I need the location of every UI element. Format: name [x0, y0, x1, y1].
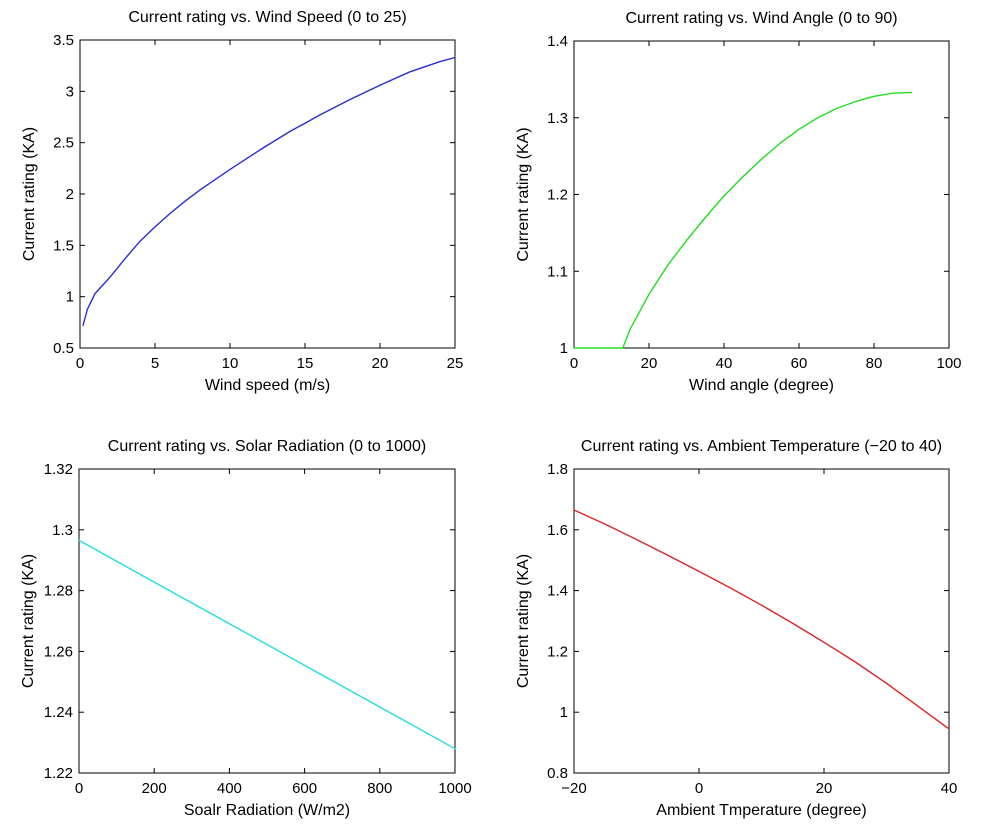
- y-tick-label: 1.28: [44, 583, 73, 600]
- y-axis-label: Current rating (KA): [515, 554, 532, 688]
- chart-title: Current rating vs. Wind Angle (0 to 90): [625, 10, 897, 27]
- y-tick-label: 1: [560, 704, 568, 721]
- x-tick-label: 20: [641, 355, 658, 372]
- x-tick-label: 60: [791, 355, 808, 372]
- y-tick-label: 1.5: [53, 237, 74, 254]
- plot-frame: [573, 40, 950, 349]
- y-tick-label: 3: [66, 83, 74, 100]
- x-tick-label: 800: [367, 780, 392, 797]
- x-tick-label: 1000: [438, 780, 471, 797]
- y-tick-label: 1.8: [547, 461, 568, 478]
- series-line-1: [573, 91, 913, 349]
- y-tick-label: 1.26: [44, 643, 73, 660]
- y-tick-label: 1.32: [44, 461, 73, 478]
- x-tick-label: 5: [151, 355, 159, 372]
- x-axis-label: Soalr Radiation (W/m2): [184, 802, 350, 819]
- y-tick-label: 0.8: [547, 765, 568, 782]
- y-tick-label: 1.4: [547, 33, 568, 50]
- series-line-1: [82, 56, 456, 327]
- y-tick-label: 1: [66, 289, 74, 306]
- y-tick-label: 1.3: [547, 110, 568, 127]
- y-axis-label: Current rating (KA): [20, 554, 37, 688]
- x-tick-label: 0: [695, 780, 703, 797]
- x-tick-label: 15: [297, 355, 314, 372]
- x-tick-label: 200: [142, 780, 167, 797]
- y-tick-label: 1.4: [547, 583, 568, 600]
- x-tick-label: 0: [76, 355, 84, 372]
- x-tick-label: 80: [866, 355, 883, 372]
- chart-panel-3: 0 200 400 600 800 1000 1.22 1.24 1.26 1.28 1.3 1.32…: [20, 438, 472, 819]
- x-tick-label: 100: [936, 355, 961, 372]
- y-tick-label: 1.22: [44, 765, 73, 782]
- chart-title: Current rating vs. Ambient Temperature (…: [581, 438, 942, 455]
- x-tick-label: 400: [217, 780, 242, 797]
- y-axis-label: Current rating (KA): [515, 127, 532, 261]
- y-tick-label: 1.24: [44, 704, 73, 721]
- x-tick-label: 10: [222, 355, 239, 372]
- x-tick-label: −20: [561, 780, 586, 797]
- chart-title: Current rating vs. Solar Radiation (0 to…: [108, 438, 426, 455]
- y-tick-label: 2: [66, 186, 74, 203]
- x-tick-label: 40: [716, 355, 733, 372]
- plot-frame: [79, 39, 456, 349]
- series-line-1: [78, 539, 456, 750]
- series-line-1: [573, 509, 950, 730]
- x-tick-label: 0: [570, 355, 578, 372]
- x-axis-label: Wind speed (m/s): [205, 377, 330, 394]
- x-axis-label: Ambient Tmperature (degree): [656, 802, 866, 819]
- y-axis-label: Current rating (KA): [21, 127, 38, 261]
- x-tick-label: 20: [372, 355, 389, 372]
- x-axis-label: Wind angle (degree): [689, 377, 834, 394]
- x-tick-label: 40: [941, 780, 958, 797]
- x-tick-label: 600: [292, 780, 317, 797]
- y-tick-label: 1.3: [52, 522, 73, 539]
- y-tick-label: 1.2: [547, 187, 568, 204]
- x-tick-label: 0: [75, 780, 83, 797]
- x-tick-label: 25: [447, 355, 464, 372]
- x-tick-label: 20: [816, 780, 833, 797]
- y-tick-label: 1.1: [547, 263, 568, 280]
- y-tick-label: 1.6: [547, 522, 568, 539]
- chart-title: Current rating vs. Wind Speed (0 to 25): [128, 9, 406, 26]
- chart-panel-1: 0 5 10 15 20 25 0.5 1 1.5 2 2.5 3 3.5 Current rating …: [21, 9, 463, 394]
- y-tick-label: 2.5: [53, 135, 74, 152]
- chart-panel-4: −20 0 20 40 0.8 1 1.2 1.4 1.6 1.8 Current rating v…: [515, 438, 957, 819]
- y-tick-label: 3.5: [53, 32, 74, 49]
- plot-frame: [78, 468, 456, 774]
- y-tick-label: 1: [560, 340, 568, 357]
- y-tick-label: 0.5: [53, 340, 74, 357]
- y-tick-label: 1.2: [547, 643, 568, 660]
- plot-frame: [573, 468, 950, 774]
- chart-panel-2: 0 20 40 60 80 100 1 1.1 1.2 1.3 1.4 Current rating …: [515, 10, 962, 394]
